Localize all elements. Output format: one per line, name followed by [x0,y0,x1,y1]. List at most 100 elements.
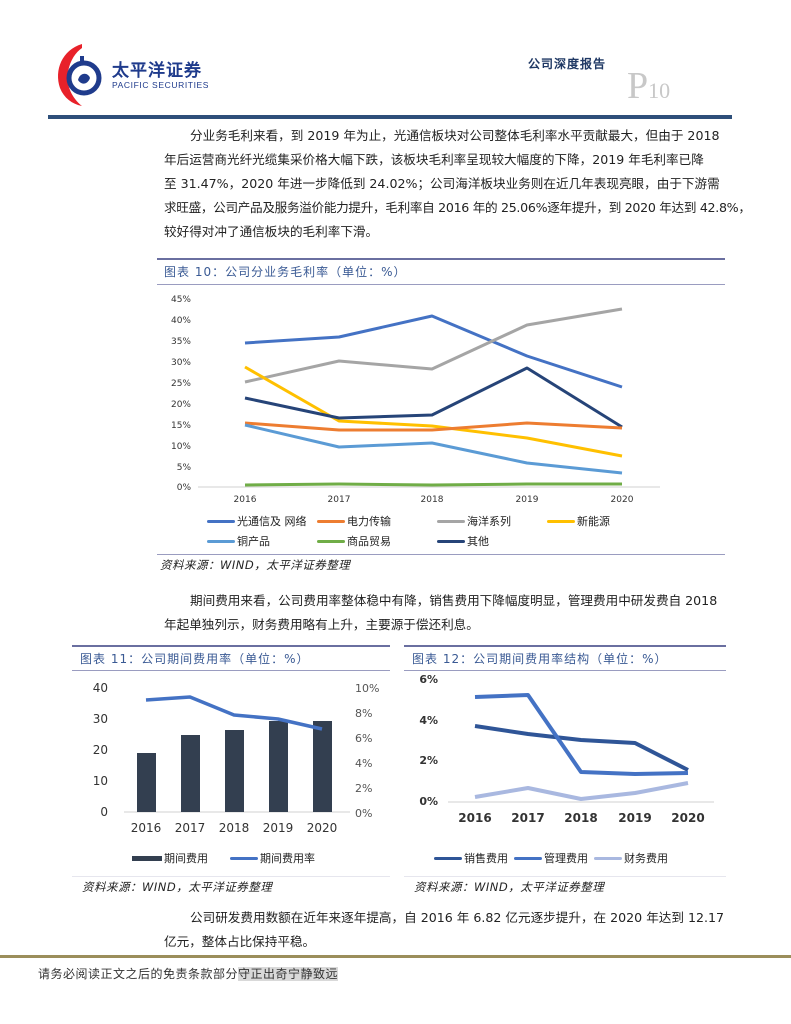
legend-swatch [547,519,575,523]
legend-swatch [317,519,345,523]
legend-item: 铜产品 [207,533,317,549]
header-divider [48,115,732,119]
svg-text:2019: 2019 [618,811,651,825]
page-prefix: P [627,65,649,107]
svg-text:30: 30 [93,712,108,726]
figure10-series [244,307,623,487]
company-logo: 太平洋证券 PACIFIC SECURITIES [52,42,212,108]
figure12-source: 资料来源：WIND，太平洋证券整理 [414,880,605,894]
page-number-value: 10 [648,78,671,103]
svg-text:2018: 2018 [421,495,444,505]
legend-label: 光通信及 网络 [237,515,307,528]
logo-emblem-icon [58,44,102,106]
svg-text:6%: 6% [355,732,372,745]
figure11-title: 图表 11：公司期间费用率（单位：%） [80,652,310,666]
svg-text:8%: 8% [355,707,372,720]
svg-text:20%: 20% [171,400,191,410]
svg-text:2016: 2016 [458,811,491,825]
bar-2020 [313,721,332,812]
figure12-y-axis: 6% 4% 2% 0% [419,673,438,808]
legend-item: 新能源 [547,513,610,529]
legend-item: 销售费用 [434,850,508,866]
legend-label: 电力传输 [347,515,391,528]
figure10-y-axis: 45% 40% 35% 30% 25% 20% 15% 10% 5% 0% [171,295,191,493]
footer-motto: 守正出奇宁静致远 [238,967,339,981]
page-number: P10 [627,64,670,108]
svg-text:0%: 0% [419,795,438,808]
figure11-rate-line [145,695,323,731]
series-power-transmission [244,421,623,432]
svg-text:10%: 10% [171,442,191,452]
legend-item: 其他 [437,533,489,549]
legend-swatch [434,856,462,860]
figure11-right-axis: 10% 8% 6% 4% 2% 0% [355,682,379,820]
legend-item: 财务费用 [594,850,668,866]
svg-text:2%: 2% [355,782,372,795]
legend-item: 商品贸易 [317,533,437,549]
figure10-title: 图表 10：公司分业务毛利率（单位：%） [164,265,407,279]
svg-text:4%: 4% [355,757,372,770]
legend-label: 新能源 [577,515,610,528]
figure11-left-axis: 40 30 20 10 0 [93,681,108,819]
legend-label: 商品贸易 [347,535,391,548]
figure11-top-rule [72,645,390,647]
legend-label: 财务费用 [624,852,668,865]
series-copper [244,423,623,475]
footer: 请务必阅读正文之后的免责条款部分守正出奇宁静致远 [38,965,339,982]
figure11-source: 资料来源：WIND，太平洋证券整理 [82,880,273,894]
series-ocean [244,307,623,384]
svg-text:0%: 0% [177,483,192,493]
figure12-legend: 销售费用 管理费用 财务费用 [434,850,668,866]
series-sales-expense [474,724,689,772]
figure10-legend: 光通信及 网络 电力传输 海洋系列 新能源 铜产品 商品贸易 其他 [207,513,667,549]
figure10-x-axis: 2016 2017 2018 2019 2020 [234,495,634,505]
paragraph-line: 期间费用来看，公司费用率整体稳中有降，销售费用下降幅度明显，管理费用中研发费自 … [190,593,718,608]
legend-item: 期间费用率 [230,850,315,866]
legend-item: 电力传输 [317,513,437,529]
svg-text:40: 40 [93,681,108,695]
svg-text:45%: 45% [171,295,191,305]
legend-item: 光通信及 网络 [207,513,317,529]
svg-text:25%: 25% [171,379,191,389]
paragraph-line: 至 31.47%，2020 年进一步降低到 24.02%；公司海洋板块业务则在近… [164,176,720,191]
figure10-chart: 45% 40% 35% 30% 25% 20% 15% 10% 5% 0% 20… [171,295,660,505]
series-trading [244,482,622,487]
figure12-bottom-rule [404,670,726,671]
figure12-x-axis: 2016 2017 2018 2019 2020 [458,811,704,825]
paragraph-expenses: 期间费用来看，公司费用率整体稳中有降，销售费用下降幅度明显，管理费用中研发费自 … [72,589,742,637]
svg-text:2017: 2017 [175,821,206,835]
paragraph-line: 公司研发费用数额在近年来逐年提高，自 2016 年 6.82 亿元逐步提升，在 … [190,910,725,925]
legend-swatch [207,519,235,523]
paragraph-line: 分业务毛利来看，到 2019 年为止，光通信板块对公司整体毛利率水平贡献最大，但… [190,128,720,143]
figure12-chart: 6% 4% 2% 0% 2016 2017 2018 2019 2020 [419,673,714,825]
bar-2016 [137,753,156,812]
legend-swatch [594,856,622,860]
legend-swatch [230,856,258,860]
svg-text:2020: 2020 [671,811,704,825]
svg-text:2017: 2017 [511,811,544,825]
paragraph-line: 亿元，整体占比保持平稳。 [164,934,316,949]
footer-divider [0,955,791,958]
legend-label: 期间费用率 [260,852,315,865]
svg-text:2016: 2016 [234,495,257,505]
svg-text:40%: 40% [171,316,191,326]
svg-text:0: 0 [100,805,108,819]
svg-text:2019: 2019 [263,821,294,835]
svg-text:2020: 2020 [611,495,634,505]
legend-label: 管理费用 [544,852,588,865]
figure11-bottom-rule [72,670,390,671]
svg-text:20: 20 [93,743,108,757]
series-optical-comm [244,314,623,389]
legend-label: 其他 [467,535,489,548]
figure12-title: 图表 12：公司期间费用率结构（单位：%） [412,652,668,666]
legend-swatch [514,856,542,860]
logo-chinese-name: 太平洋证券 [112,61,202,81]
legend-item: 期间费用 [132,850,208,866]
legend-swatch [317,539,345,543]
svg-text:30%: 30% [171,358,191,368]
legend-label: 海洋系列 [467,515,511,528]
figure11-chart: 40 30 20 10 0 10% 8% 6% 4% 2% 0% 2016 20… [93,681,380,835]
footer-disclaimer: 请务必阅读正文之后的免责条款部分 [38,967,239,981]
svg-text:2018: 2018 [564,811,597,825]
series-other [244,366,623,429]
